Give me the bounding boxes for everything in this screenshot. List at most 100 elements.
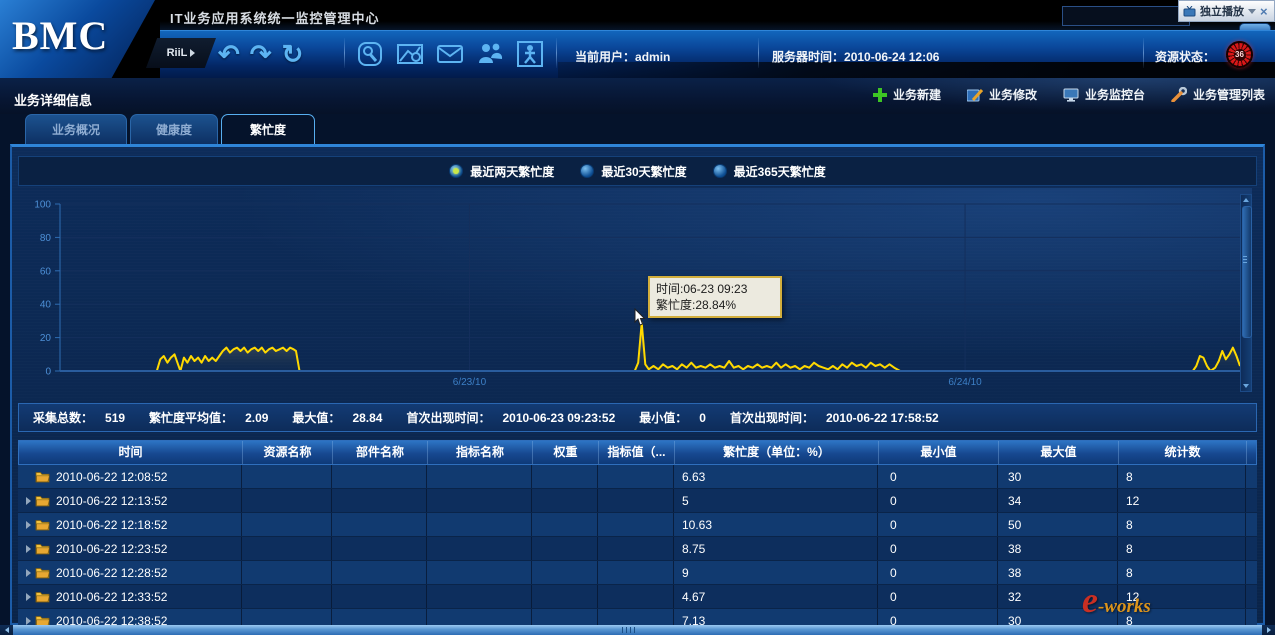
radio-icon[interactable] (712, 164, 727, 178)
radio-option-1[interactable]: 最近30天繁忙度 (580, 163, 687, 180)
scroll-thumb[interactable] (1242, 206, 1252, 338)
tab-overview[interactable]: 业务概况 (25, 114, 127, 144)
expand-arrow-icon[interactable] (26, 520, 31, 529)
folder-icon (35, 543, 50, 554)
repair-icon[interactable] (356, 40, 384, 68)
cell-part (332, 489, 427, 512)
radio-option-2[interactable]: 最近365天繁忙度 (712, 163, 826, 180)
row-max: 30 (1008, 613, 1022, 628)
radio-option-0[interactable]: 最近两天繁忙度 (449, 163, 554, 180)
row-min: 0 (890, 541, 897, 556)
scroll-left-button[interactable] (0, 625, 13, 635)
cell-part (332, 465, 427, 488)
cell-min: 0 (878, 489, 998, 512)
riil-menu-button[interactable]: RiiL (146, 38, 216, 68)
row-max: 32 (1008, 589, 1022, 604)
cell-max: 38 (998, 561, 1118, 584)
row-max: 34 (1008, 493, 1022, 508)
svg-text:6/23/10: 6/23/10 (453, 377, 487, 388)
close-icon[interactable]: × (1260, 3, 1268, 19)
chart-tooltip: 时间:06-23 09:23 繁忙度:28.84% (648, 276, 782, 318)
tv-icon (1183, 5, 1196, 16)
modify-business-button[interactable]: 业务修改 (966, 86, 1037, 103)
scroll-right-button[interactable] (1262, 625, 1275, 635)
scroll-grip (622, 627, 636, 633)
chevron-down-icon[interactable] (1248, 8, 1256, 14)
expand-arrow-icon[interactable] (26, 568, 31, 577)
management-list-button[interactable]: 业务管理列表 (1171, 86, 1265, 103)
expand-arrow-icon[interactable] (26, 592, 31, 601)
scroll-down-button[interactable] (1241, 381, 1251, 391)
column-header-time[interactable]: 时间 (19, 441, 243, 464)
watermark-e: e (1082, 580, 1098, 620)
mail-icon[interactable] (436, 42, 464, 66)
app-title: IT业务应用系统统一监控管理中心 (170, 11, 380, 26)
refresh-icon[interactable]: ↻ (281, 39, 304, 69)
cell-metric_value (598, 465, 674, 488)
cell-weight (532, 513, 598, 536)
table-row[interactable]: 2010-06-22 12:33:52 4.67 0 32 12 (18, 585, 1257, 609)
expand-arrow-icon[interactable] (26, 496, 31, 505)
cell-count: 8 (1118, 513, 1246, 536)
top-search-input[interactable] (1062, 6, 1190, 26)
server-time: 服务器时间：2010-06-24 12:06 (772, 48, 939, 65)
radio-icon[interactable] (580, 164, 595, 178)
expand-arrow-icon[interactable] (26, 616, 31, 625)
cell-time: 2010-06-22 12:08:52 (18, 465, 242, 488)
tooltip-busy: 繁忙度:28.84% (656, 298, 737, 312)
action-buttons: 业务新建 业务修改 业务监控台 业务管理列表 (872, 86, 1265, 103)
radio-label: 最近两天繁忙度 (470, 164, 555, 179)
stat-item: 最小值： 0 (639, 409, 706, 426)
horizontal-scrollbar[interactable] (0, 625, 1275, 635)
column-header-part[interactable]: 部件名称 (333, 441, 428, 464)
column-header-count[interactable]: 统计数 (1119, 441, 1247, 464)
cell-part (332, 609, 427, 632)
cell-count: 12 (1118, 585, 1246, 608)
row-count: 12 (1126, 589, 1140, 604)
row-count: 12 (1126, 493, 1140, 508)
scroll-up-button[interactable] (1241, 195, 1251, 205)
nav-icons: ↶ ↷ ↻ (218, 30, 303, 78)
report-icon[interactable] (396, 41, 424, 67)
resource-status-wheel-icon[interactable]: 36 (1226, 41, 1253, 68)
column-header-busy[interactable]: 繁忙度（单位：%） (675, 441, 879, 464)
cell-metric (427, 585, 532, 608)
svg-text:20: 20 (40, 333, 52, 344)
tab-health[interactable]: 健康度 (130, 114, 218, 144)
users-icon[interactable] (476, 41, 504, 67)
logo-block: BMC (0, 0, 160, 78)
expand-arrow-icon[interactable] (26, 544, 31, 553)
cell-metric (427, 609, 532, 632)
row-time: 2010-06-22 12:28:52 (56, 565, 168, 580)
back-icon[interactable]: ↶ (218, 39, 240, 69)
table-row[interactable]: 2010-06-22 12:23:52 8.75 0 38 8 (18, 537, 1257, 561)
table-row[interactable]: 2010-06-22 12:18:52 10.63 0 50 8 (18, 513, 1257, 537)
cell-busy: 7.13 (674, 609, 878, 632)
table-row[interactable]: 2010-06-22 12:08:52 6.63 0 30 8 (18, 465, 1257, 489)
standalone-play-panel[interactable]: 独立播放 × (1178, 0, 1275, 22)
column-header-min[interactable]: 最小值 (879, 441, 999, 464)
new-business-button[interactable]: 业务新建 (872, 86, 941, 103)
folder-icon (35, 591, 50, 602)
row-count: 8 (1126, 565, 1133, 580)
session-icon[interactable] (516, 40, 544, 68)
table-row[interactable]: 2010-06-22 12:13:52 5 0 34 12 (18, 489, 1257, 513)
cell-min: 0 (878, 465, 998, 488)
column-header-metric[interactable]: 指标名称 (428, 441, 533, 464)
tab-busy[interactable]: 繁忙度 (221, 114, 315, 144)
column-header-max[interactable]: 最大值 (999, 441, 1119, 464)
column-header-metric_value[interactable]: 指标值（... (599, 441, 675, 464)
column-header-resource[interactable]: 资源名称 (243, 441, 333, 464)
toolbar-divider (758, 38, 759, 68)
monitor-console-button[interactable]: 业务监控台 (1063, 86, 1145, 103)
table-row[interactable]: 2010-06-22 12:28:52 9 0 38 8 (18, 561, 1257, 585)
column-header-weight[interactable]: 权重 (533, 441, 599, 464)
stat-value: 2010-06-22 17:58:52 (825, 410, 939, 425)
row-min: 0 (890, 469, 897, 484)
svg-text:40: 40 (40, 300, 52, 311)
cell-busy: 6.63 (674, 465, 878, 488)
radio-icon[interactable] (449, 164, 464, 178)
chart-vertical-scrollbar[interactable] (1240, 194, 1252, 392)
forward-icon[interactable]: ↷ (249, 39, 272, 69)
busy-range-filter-bar: 最近两天繁忙度 最近30天繁忙度 最近365天繁忙度 (18, 156, 1257, 186)
